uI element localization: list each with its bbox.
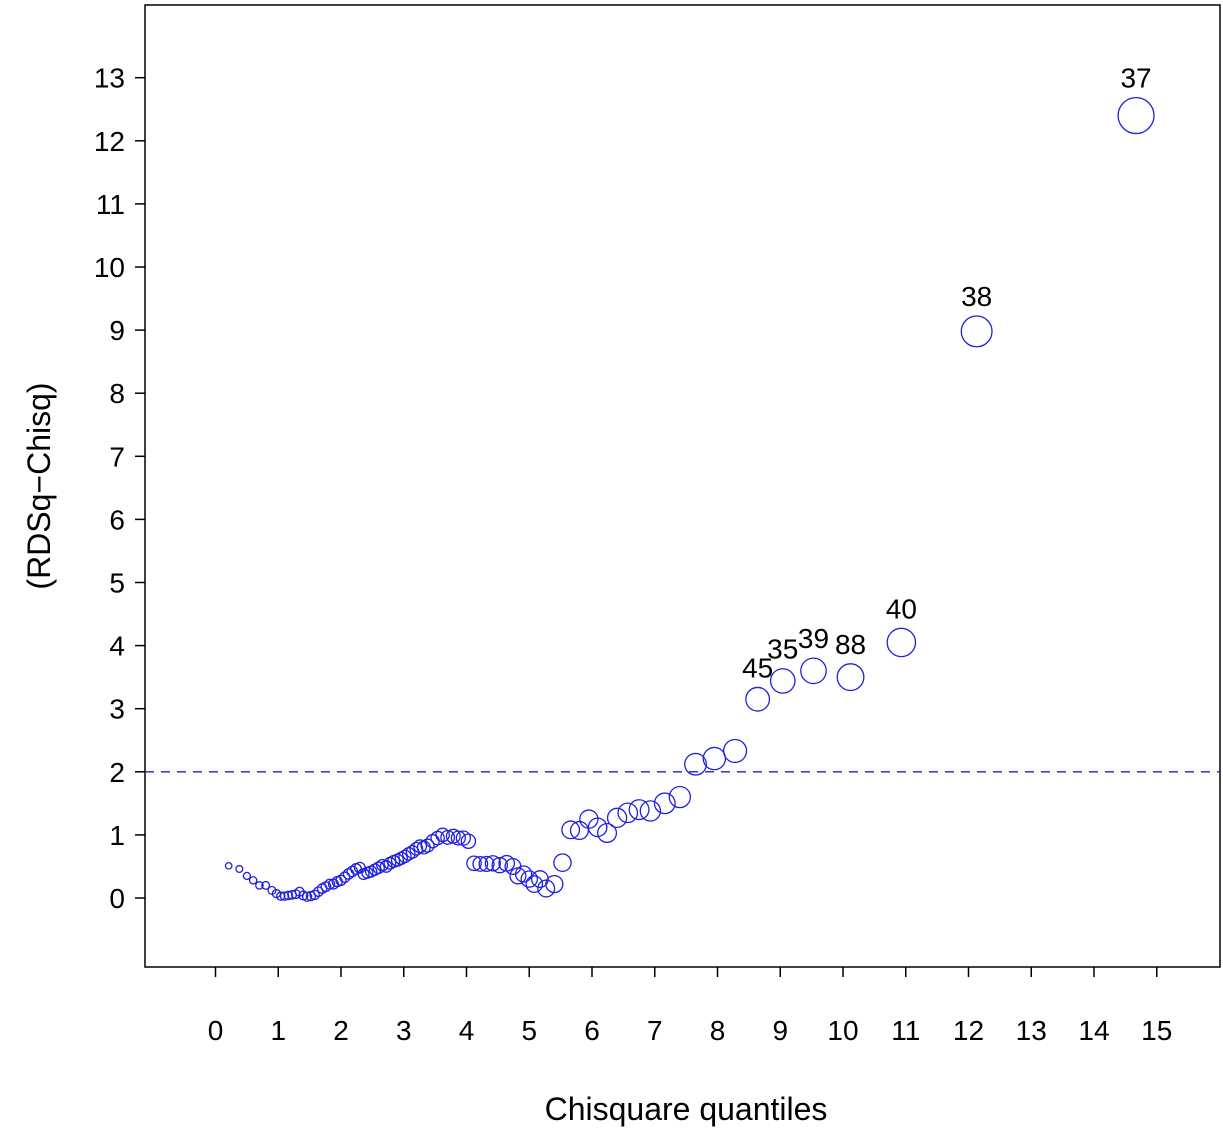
data-point	[455, 830, 472, 846]
data-point	[261, 880, 271, 890]
x-tick-label: 6	[584, 1015, 600, 1046]
data-point	[514, 865, 533, 883]
data-point	[283, 890, 294, 901]
x-tick-label: 2	[333, 1015, 349, 1046]
data-point	[466, 855, 482, 872]
data-point	[886, 627, 917, 658]
y-tick-label: 4	[109, 631, 125, 662]
data-point	[520, 870, 539, 888]
data-point	[1117, 96, 1155, 135]
x-tick-label: 5	[521, 1015, 537, 1046]
y-tick-label: 0	[109, 883, 125, 914]
data-point	[960, 315, 993, 348]
point-label: 45	[742, 652, 773, 683]
data-point	[639, 800, 662, 822]
y-tick-label: 11	[96, 189, 125, 220]
x-tick-label: 10	[827, 1015, 858, 1046]
data-point	[248, 876, 258, 885]
data-point	[653, 792, 676, 815]
y-tick-label: 5	[109, 568, 125, 599]
data-point	[553, 853, 572, 872]
y-tick-label: 3	[109, 694, 125, 725]
data-point	[484, 855, 502, 872]
data-point	[472, 855, 489, 872]
x-tick-label: 15	[1141, 1015, 1172, 1046]
data-point	[617, 802, 639, 824]
x-tick-label: 8	[710, 1015, 726, 1046]
data-point	[525, 875, 544, 893]
x-tick-label: 12	[953, 1015, 984, 1046]
data-point	[606, 807, 628, 829]
x-tick-label: 7	[647, 1015, 663, 1046]
point-label: 35	[767, 634, 798, 665]
y-tick-label: 7	[109, 441, 125, 472]
x-axis-title: Chisquare quantiles	[545, 1091, 828, 1127]
x-tick-label: 3	[396, 1015, 412, 1046]
data-point	[309, 889, 320, 901]
data-point	[255, 881, 264, 890]
point-label: 40	[886, 593, 917, 624]
y-tick-label: 10	[94, 252, 125, 283]
x-tick-label: 0	[208, 1015, 224, 1046]
data-point	[702, 746, 727, 771]
data-point	[242, 871, 252, 881]
data-point	[276, 891, 286, 901]
point-label: 88	[835, 629, 866, 660]
data-point	[597, 822, 618, 844]
data-point	[545, 874, 564, 894]
x-axis: 0 1 2 3 4 5 6 7 8 9 10 11 12 13 14 15	[208, 967, 1172, 1046]
y-tick-label: 1	[109, 820, 125, 851]
x-tick-label: 11	[891, 1015, 920, 1046]
data-point	[684, 752, 707, 776]
x-tick-label: 13	[1016, 1015, 1047, 1046]
data-point	[800, 657, 827, 685]
data-point	[420, 838, 435, 853]
point-label: 37	[1120, 63, 1151, 94]
data-point	[313, 886, 324, 898]
data-point	[398, 849, 412, 864]
data-point	[324, 878, 336, 890]
data-point	[668, 785, 692, 809]
data-point	[440, 830, 456, 845]
x-tick-label: 1	[270, 1015, 286, 1046]
data-point	[561, 820, 581, 840]
y-tick-label: 6	[109, 504, 125, 535]
data-point	[235, 864, 244, 874]
data-point	[587, 817, 608, 838]
plot-frame	[144, 4, 1221, 968]
data-point	[745, 686, 771, 712]
y-axis-title: (RDSq−Chisq)	[21, 382, 57, 589]
data-point	[722, 738, 748, 764]
data-point	[346, 865, 359, 878]
point-label: 38	[961, 281, 992, 312]
points-layer	[224, 96, 1155, 902]
x-tick-label: 4	[459, 1015, 475, 1046]
x-tick-label: 9	[772, 1015, 788, 1046]
data-point	[224, 861, 233, 870]
data-point	[301, 891, 313, 902]
data-point	[491, 856, 509, 874]
y-tick-label: 2	[109, 757, 125, 788]
y-tick-label: 13	[94, 63, 125, 94]
data-point	[460, 833, 477, 849]
data-point	[450, 830, 466, 846]
data-point	[279, 891, 290, 901]
y-tick-label: 8	[109, 378, 125, 409]
y-tick-label: 9	[109, 315, 125, 346]
data-point	[339, 871, 351, 883]
data-point	[372, 861, 385, 875]
x-tick-label: 14	[1078, 1015, 1109, 1046]
data-point	[628, 799, 650, 821]
data-point	[478, 855, 495, 872]
data-point	[335, 874, 347, 887]
y-tick-label: 12	[94, 126, 125, 157]
point-label: 39	[798, 623, 829, 654]
data-point	[836, 663, 865, 692]
data-point	[769, 668, 796, 694]
